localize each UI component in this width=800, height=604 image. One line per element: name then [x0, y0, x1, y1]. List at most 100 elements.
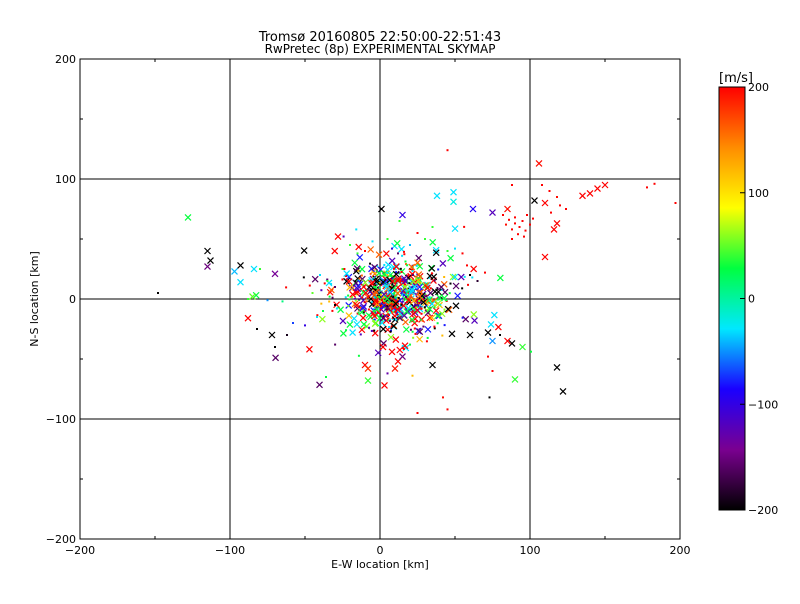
data-point-dot — [392, 295, 395, 298]
data-point-cross — [380, 291, 388, 298]
data-point-dot — [344, 275, 347, 278]
data-point-dot — [402, 294, 405, 297]
data-point-cross — [369, 284, 377, 292]
data-point-cross — [368, 279, 375, 287]
data-point-dot — [350, 296, 353, 299]
axes: −200 −100 0 100 200 −200 −100 0 100 200 — [46, 53, 691, 557]
data-point-dot — [416, 232, 419, 234]
data-point-cross — [415, 271, 423, 278]
data-point-cross — [408, 263, 416, 271]
data-point-dot — [331, 296, 334, 299]
data-point-dot — [386, 272, 389, 275]
data-point-dot — [408, 282, 411, 285]
data-point-cross — [380, 270, 388, 278]
data-point-dot — [529, 350, 532, 353]
data-point-cross — [519, 343, 526, 351]
data-point-cross — [408, 288, 415, 296]
data-point-dot — [443, 324, 446, 327]
colorbar-tick-label: −100 — [748, 398, 778, 411]
data-point-cross — [508, 339, 516, 347]
data-point-cross — [419, 298, 427, 306]
data-point-dot — [281, 300, 284, 303]
data-point-cross — [346, 283, 354, 291]
data-point-dot — [437, 268, 440, 271]
data-point-dot — [266, 299, 269, 302]
data-point-cross — [345, 312, 353, 319]
data-point-dot — [388, 326, 391, 329]
data-point-dot — [532, 217, 534, 220]
data-point-dot — [392, 301, 395, 304]
data-point-cross — [343, 277, 351, 285]
data-point-dot — [425, 309, 428, 312]
data-point-dot — [431, 226, 434, 228]
data-point-dot — [476, 280, 479, 282]
data-point-dot — [469, 274, 471, 276]
data-point-dot — [292, 322, 294, 324]
data-point-cross — [424, 309, 432, 317]
data-point-dot — [391, 283, 394, 286]
data-point-dot — [357, 298, 360, 301]
data-point-cross — [434, 300, 442, 307]
data-point-dot — [422, 325, 425, 328]
chart-title: Tromsø 20160805 22:50:00-22:51:43 — [258, 30, 501, 45]
data-point-cross — [400, 275, 408, 283]
data-point-dot — [328, 300, 331, 303]
data-point-cross — [361, 279, 369, 287]
data-point-cross — [402, 318, 409, 326]
colorbar-tick-label: −200 — [748, 504, 778, 517]
y-axis-label: N-S location [km] — [28, 251, 41, 347]
data-point-cross — [249, 293, 256, 301]
data-point-dot — [395, 318, 398, 321]
data-point-dot — [370, 301, 373, 304]
data-point-cross — [394, 275, 402, 283]
data-point-dot — [559, 204, 561, 207]
data-point-dot — [406, 301, 409, 304]
data-point-cross — [359, 314, 367, 322]
data-point-dot — [484, 271, 486, 274]
data-point-dot — [359, 333, 362, 336]
x-tick-label: −200 — [65, 544, 95, 557]
data-point-cross — [373, 306, 381, 313]
data-point-dot — [362, 311, 365, 314]
data-point-cross — [371, 263, 379, 271]
data-point-dot — [358, 277, 361, 280]
data-point-dot — [550, 211, 552, 214]
data-point-cross — [586, 189, 594, 197]
data-point-cross — [450, 198, 457, 206]
data-point-dot — [323, 282, 326, 285]
data-point-dot — [341, 268, 344, 270]
data-point-dot — [355, 293, 358, 296]
data-point-cross — [353, 301, 361, 309]
data-point-cross — [416, 335, 424, 343]
data-point-dot — [403, 291, 406, 294]
data-point-dot — [389, 318, 392, 321]
data-point-cross — [349, 329, 357, 336]
data-point-cross — [378, 205, 385, 213]
data-point-cross — [496, 274, 504, 282]
data-point-dot — [463, 225, 466, 228]
data-point-dot — [304, 324, 306, 327]
data-point-cross — [447, 254, 455, 262]
data-point-dot — [376, 264, 379, 267]
data-point-dot — [400, 303, 403, 306]
data-point-dot — [400, 271, 403, 274]
data-point-dot — [410, 268, 413, 271]
data-point-dot — [463, 275, 466, 278]
data-point-dot — [415, 306, 418, 309]
data-point-dot — [401, 300, 404, 303]
data-point-dot — [461, 287, 464, 290]
data-point-cross — [535, 159, 543, 167]
data-point-cross — [550, 225, 558, 233]
data-point-cross — [410, 278, 417, 285]
data-point-cross — [353, 320, 361, 328]
data-point-dot — [325, 376, 327, 378]
data-point-cross — [426, 314, 434, 322]
data-point-cross — [431, 288, 439, 296]
data-point-dot — [256, 328, 258, 330]
data-point-cross — [457, 273, 465, 281]
data-point-dot — [352, 286, 355, 289]
data-point-dot — [286, 334, 288, 336]
data-point-dot — [399, 267, 402, 270]
data-point-cross — [379, 343, 387, 351]
data-point-dot — [402, 250, 405, 253]
